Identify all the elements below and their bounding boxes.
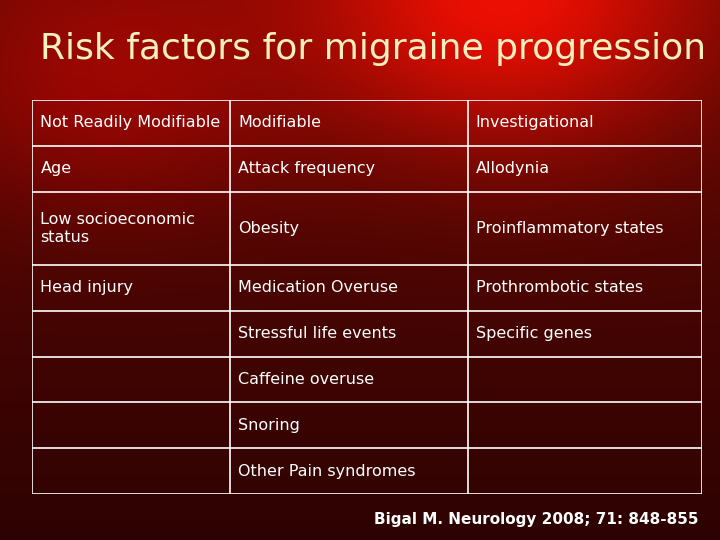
Text: Stressful life events: Stressful life events bbox=[238, 326, 396, 341]
Text: Attack frequency: Attack frequency bbox=[238, 161, 375, 176]
Text: Modifiable: Modifiable bbox=[238, 116, 321, 130]
Text: Caffeine overuse: Caffeine overuse bbox=[238, 372, 374, 387]
Text: Prothrombotic states: Prothrombotic states bbox=[476, 280, 643, 295]
Text: Medication Overuse: Medication Overuse bbox=[238, 280, 398, 295]
Text: Not Readily Modifiable: Not Readily Modifiable bbox=[40, 116, 221, 130]
Text: Obesity: Obesity bbox=[238, 221, 299, 236]
Text: Proinflammatory states: Proinflammatory states bbox=[476, 221, 663, 236]
Text: Snoring: Snoring bbox=[238, 418, 300, 433]
Text: Other Pain syndromes: Other Pain syndromes bbox=[238, 464, 415, 478]
Text: Specific genes: Specific genes bbox=[476, 326, 592, 341]
Text: Head injury: Head injury bbox=[40, 280, 133, 295]
Text: Bigal M. Neurology 2008; 71: 848-855: Bigal M. Neurology 2008; 71: 848-855 bbox=[374, 512, 698, 526]
Text: Low socioeconomic
status: Low socioeconomic status bbox=[40, 212, 195, 245]
Text: Age: Age bbox=[40, 161, 71, 176]
Text: Allodynia: Allodynia bbox=[476, 161, 550, 176]
Text: Investigational: Investigational bbox=[476, 116, 594, 130]
Text: Risk factors for migraine progression: Risk factors for migraine progression bbox=[40, 32, 706, 65]
